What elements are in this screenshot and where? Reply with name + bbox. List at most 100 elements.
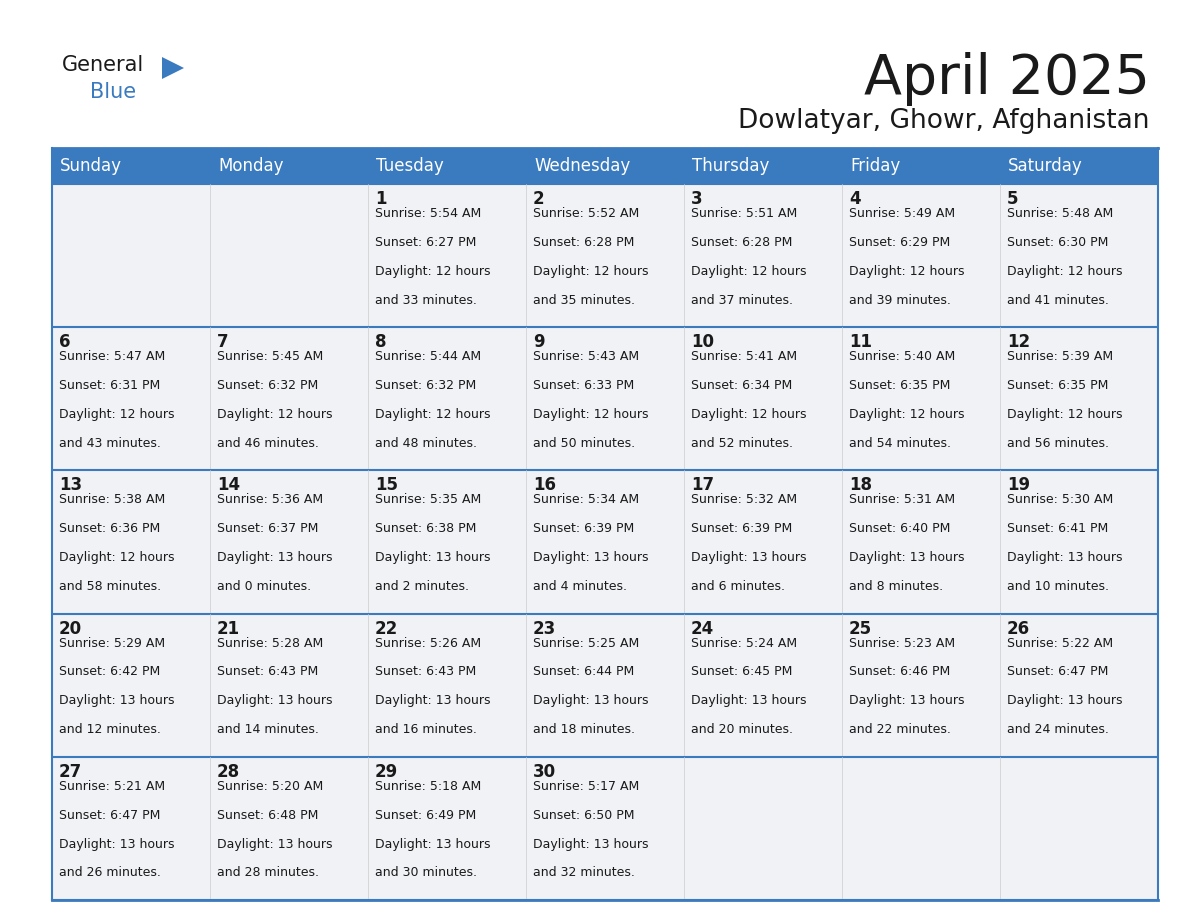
Text: and 22 minutes.: and 22 minutes. <box>849 723 950 736</box>
Bar <box>842 613 1000 756</box>
Bar <box>1000 756 1158 900</box>
Bar <box>842 470 1000 613</box>
Text: Sunrise: 5:38 AM: Sunrise: 5:38 AM <box>59 493 165 507</box>
Text: Daylight: 12 hours: Daylight: 12 hours <box>1007 264 1123 278</box>
Text: Sunrise: 5:21 AM: Sunrise: 5:21 AM <box>59 779 165 793</box>
Text: Blue: Blue <box>90 82 137 102</box>
Bar <box>842 184 1000 327</box>
Text: 16: 16 <box>533 476 556 495</box>
Text: Sunset: 6:41 PM: Sunset: 6:41 PM <box>1007 522 1108 535</box>
Text: Daylight: 13 hours: Daylight: 13 hours <box>533 694 649 707</box>
Text: Sunset: 6:32 PM: Sunset: 6:32 PM <box>217 379 318 392</box>
Text: and 6 minutes.: and 6 minutes. <box>691 580 785 593</box>
Bar <box>210 470 368 613</box>
Text: Daylight: 13 hours: Daylight: 13 hours <box>849 551 965 565</box>
Text: 15: 15 <box>375 476 398 495</box>
Text: 5: 5 <box>1007 190 1018 208</box>
Text: and 52 minutes.: and 52 minutes. <box>691 437 794 450</box>
Text: 2: 2 <box>533 190 544 208</box>
Bar <box>684 756 842 900</box>
Text: Sunset: 6:39 PM: Sunset: 6:39 PM <box>533 522 634 535</box>
Text: Sunset: 6:43 PM: Sunset: 6:43 PM <box>217 666 318 678</box>
Bar <box>684 184 842 327</box>
Text: Sunset: 6:35 PM: Sunset: 6:35 PM <box>849 379 950 392</box>
Bar <box>52 184 210 327</box>
Text: Sunrise: 5:52 AM: Sunrise: 5:52 AM <box>533 207 639 220</box>
Text: 22: 22 <box>375 620 398 638</box>
Text: and 24 minutes.: and 24 minutes. <box>1007 723 1108 736</box>
Text: Sunset: 6:45 PM: Sunset: 6:45 PM <box>691 666 792 678</box>
Bar <box>52 613 210 756</box>
Text: Sunrise: 5:22 AM: Sunrise: 5:22 AM <box>1007 636 1113 650</box>
Text: Sunrise: 5:44 AM: Sunrise: 5:44 AM <box>375 350 481 364</box>
Text: Sunrise: 5:18 AM: Sunrise: 5:18 AM <box>375 779 481 793</box>
Text: Sunset: 6:36 PM: Sunset: 6:36 PM <box>59 522 160 535</box>
Bar <box>684 613 842 756</box>
Text: 14: 14 <box>217 476 240 495</box>
Text: 3: 3 <box>691 190 702 208</box>
Bar <box>368 327 526 470</box>
Text: and 28 minutes.: and 28 minutes. <box>217 867 320 879</box>
Text: Sunrise: 5:39 AM: Sunrise: 5:39 AM <box>1007 350 1113 364</box>
Text: and 41 minutes.: and 41 minutes. <box>1007 294 1108 307</box>
Text: Sunset: 6:43 PM: Sunset: 6:43 PM <box>375 666 476 678</box>
Bar <box>842 327 1000 470</box>
Text: Sunset: 6:32 PM: Sunset: 6:32 PM <box>375 379 476 392</box>
Text: Daylight: 12 hours: Daylight: 12 hours <box>1007 408 1123 421</box>
Bar <box>1000 184 1158 327</box>
Text: Sunrise: 5:30 AM: Sunrise: 5:30 AM <box>1007 493 1113 507</box>
Text: Daylight: 12 hours: Daylight: 12 hours <box>59 551 175 565</box>
Text: Sunset: 6:35 PM: Sunset: 6:35 PM <box>1007 379 1108 392</box>
Text: Daylight: 13 hours: Daylight: 13 hours <box>217 837 333 850</box>
Text: 30: 30 <box>533 763 556 781</box>
Text: Sunset: 6:44 PM: Sunset: 6:44 PM <box>533 666 634 678</box>
Bar <box>52 327 210 470</box>
Text: and 56 minutes.: and 56 minutes. <box>1007 437 1110 450</box>
Text: Sunset: 6:28 PM: Sunset: 6:28 PM <box>533 236 634 249</box>
Text: Daylight: 13 hours: Daylight: 13 hours <box>217 551 333 565</box>
Text: Sunset: 6:31 PM: Sunset: 6:31 PM <box>59 379 160 392</box>
Bar <box>684 470 842 613</box>
Polygon shape <box>162 57 184 79</box>
Text: and 39 minutes.: and 39 minutes. <box>849 294 950 307</box>
Text: Sunset: 6:29 PM: Sunset: 6:29 PM <box>849 236 950 249</box>
Text: Sunrise: 5:43 AM: Sunrise: 5:43 AM <box>533 350 639 364</box>
Text: Sunrise: 5:25 AM: Sunrise: 5:25 AM <box>533 636 639 650</box>
Text: Daylight: 13 hours: Daylight: 13 hours <box>1007 694 1123 707</box>
Text: and 43 minutes.: and 43 minutes. <box>59 437 160 450</box>
Text: Daylight: 13 hours: Daylight: 13 hours <box>59 837 175 850</box>
Text: 8: 8 <box>375 333 386 352</box>
Text: Sunset: 6:40 PM: Sunset: 6:40 PM <box>849 522 950 535</box>
Text: and 37 minutes.: and 37 minutes. <box>691 294 794 307</box>
Text: 13: 13 <box>59 476 82 495</box>
Text: Sunset: 6:38 PM: Sunset: 6:38 PM <box>375 522 476 535</box>
Bar <box>526 470 684 613</box>
Text: and 12 minutes.: and 12 minutes. <box>59 723 160 736</box>
Text: Sunset: 6:28 PM: Sunset: 6:28 PM <box>691 236 792 249</box>
Text: Sunset: 6:37 PM: Sunset: 6:37 PM <box>217 522 318 535</box>
Text: and 48 minutes.: and 48 minutes. <box>375 437 478 450</box>
Text: and 20 minutes.: and 20 minutes. <box>691 723 794 736</box>
Text: 21: 21 <box>217 620 240 638</box>
Bar <box>210 756 368 900</box>
Text: Sunset: 6:49 PM: Sunset: 6:49 PM <box>375 809 476 822</box>
Text: Daylight: 12 hours: Daylight: 12 hours <box>375 264 491 278</box>
Text: Sunrise: 5:54 AM: Sunrise: 5:54 AM <box>375 207 481 220</box>
Text: Sunset: 6:33 PM: Sunset: 6:33 PM <box>533 379 634 392</box>
Text: 6: 6 <box>59 333 70 352</box>
Text: Daylight: 13 hours: Daylight: 13 hours <box>1007 551 1123 565</box>
Bar <box>368 184 526 327</box>
Text: Monday: Monday <box>219 157 284 175</box>
Bar <box>1000 613 1158 756</box>
Text: 18: 18 <box>849 476 872 495</box>
Bar <box>526 184 684 327</box>
Bar <box>52 756 210 900</box>
Text: 19: 19 <box>1007 476 1030 495</box>
Text: and 35 minutes.: and 35 minutes. <box>533 294 636 307</box>
Text: Daylight: 12 hours: Daylight: 12 hours <box>375 408 491 421</box>
Text: and 58 minutes.: and 58 minutes. <box>59 580 162 593</box>
Text: 17: 17 <box>691 476 714 495</box>
Text: Sunrise: 5:20 AM: Sunrise: 5:20 AM <box>217 779 323 793</box>
Bar <box>52 148 1158 184</box>
Bar <box>684 327 842 470</box>
